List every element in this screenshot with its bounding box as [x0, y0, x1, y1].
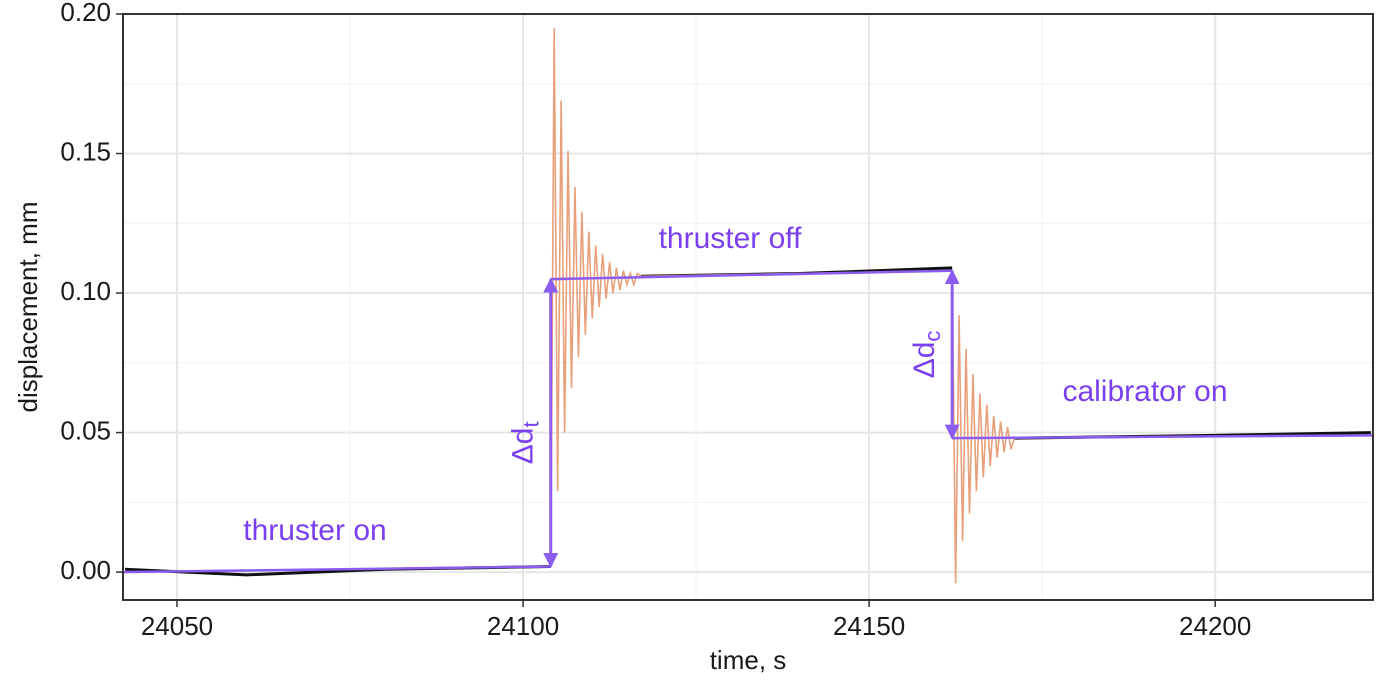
- arrow-label-main: Δd: [908, 342, 941, 379]
- y-tick-label: 0.15: [60, 136, 111, 166]
- arrow-label-sub: t: [519, 421, 544, 427]
- data-line: [550, 269, 953, 281]
- y-tick-label: 0.20: [60, 0, 111, 27]
- y-tick-label: 0.10: [60, 276, 111, 306]
- arrow-label-main: Δd: [507, 428, 540, 465]
- arrow-label: Δdc: [908, 331, 945, 379]
- annotation: calibrator on: [1062, 375, 1227, 408]
- arrow-label: Δdt: [507, 421, 544, 464]
- arrow-label-sub: c: [920, 331, 945, 342]
- y-tick-label: 0.05: [60, 415, 111, 445]
- annotation: thruster on: [243, 514, 386, 547]
- annotation: thruster off: [659, 222, 803, 255]
- x-tick-label: 24150: [833, 611, 905, 641]
- x-tick-label: 24050: [141, 611, 213, 641]
- x-axis-title: time, s: [710, 645, 787, 675]
- data-line: [123, 565, 551, 574]
- plot-background: [123, 14, 1373, 600]
- y-tick-label: 0.00: [60, 555, 111, 585]
- y-axis-title: displacement, mm: [13, 202, 43, 413]
- x-tick-label: 24200: [1179, 611, 1251, 641]
- data-line: [952, 434, 1373, 440]
- data-line: [549, 27, 1016, 584]
- plot-border: [122, 13, 1374, 601]
- x-tick-label: 24100: [487, 611, 559, 641]
